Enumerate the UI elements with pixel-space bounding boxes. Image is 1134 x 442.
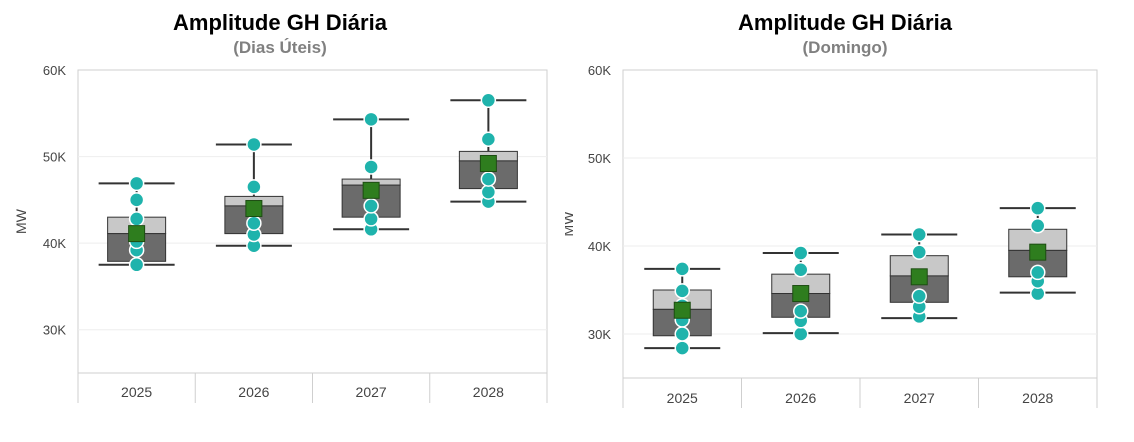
data-point bbox=[1030, 218, 1046, 234]
data-point bbox=[793, 326, 809, 342]
y-tick-label: 30K bbox=[43, 323, 66, 338]
mean-marker bbox=[128, 225, 146, 243]
x-tick-label: 2025 bbox=[667, 390, 698, 406]
data-point bbox=[793, 303, 809, 319]
data-point bbox=[480, 184, 497, 200]
data-point bbox=[246, 136, 262, 153]
mean-marker bbox=[673, 301, 691, 319]
box-2025 bbox=[644, 261, 721, 356]
y-tick-label: 40K bbox=[43, 236, 66, 251]
data-point bbox=[246, 179, 262, 195]
x-tick-label: 2028 bbox=[473, 384, 504, 400]
data-point bbox=[363, 211, 379, 227]
data-point bbox=[793, 262, 809, 278]
mean-marker bbox=[1029, 243, 1047, 261]
x-tick-label: 2026 bbox=[238, 384, 269, 400]
y-axis-label: MW bbox=[13, 208, 29, 234]
chart-subtitle: (Dias Úteis) bbox=[233, 38, 327, 57]
box-2026 bbox=[762, 245, 839, 342]
data-point bbox=[128, 211, 145, 227]
data-point bbox=[480, 131, 497, 148]
mean-marker bbox=[245, 200, 263, 218]
data-point bbox=[793, 245, 809, 261]
data-point bbox=[128, 257, 145, 273]
data-point bbox=[674, 326, 690, 342]
y-tick-label: 60K bbox=[588, 63, 611, 78]
data-point bbox=[128, 192, 145, 208]
data-point bbox=[674, 261, 690, 277]
chart-title: Amplitude GH Diária bbox=[173, 10, 387, 35]
box-2026 bbox=[215, 136, 292, 254]
x-tick-label: 2027 bbox=[904, 390, 935, 406]
y-tick-label: 50K bbox=[43, 150, 66, 165]
box-plot-dias-uteis: 30K 40K 50K 60K MW 2025 2026 2027 2028 bbox=[13, 63, 548, 403]
mean-marker bbox=[479, 154, 497, 172]
box-plot-domingo: 30K 40K 50K 60K MW 2025 2026 2027 2028 bbox=[565, 63, 1098, 408]
y-axis-label: MW bbox=[565, 211, 576, 237]
data-point bbox=[674, 340, 690, 356]
data-point bbox=[480, 92, 497, 109]
box-2025 bbox=[98, 175, 175, 273]
chart-subtitle: (Domingo) bbox=[802, 38, 888, 57]
chart-panel-dias-uteis: Amplitude GH Diária (Dias Úteis) 30K 40K 5… bbox=[0, 0, 560, 442]
data-point bbox=[674, 283, 690, 299]
data-point bbox=[246, 215, 262, 231]
mean-marker bbox=[910, 268, 928, 286]
y-tick-label: 50K bbox=[588, 151, 611, 166]
data-point bbox=[1030, 200, 1046, 216]
data-point bbox=[911, 226, 927, 243]
data-point bbox=[363, 159, 379, 175]
y-tick-label: 30K bbox=[588, 327, 611, 342]
box-2027 bbox=[333, 111, 410, 238]
box-2028 bbox=[450, 92, 527, 210]
data-point bbox=[1030, 264, 1046, 281]
data-point bbox=[363, 198, 379, 214]
data-point bbox=[911, 244, 927, 260]
chart-title: Amplitude GH Diária bbox=[738, 10, 952, 35]
box-2027 bbox=[881, 226, 958, 325]
x-tick-label: 2026 bbox=[785, 390, 816, 406]
chart-panel-domingo: Amplitude GH Diária (Domingo) 30K 40K 50K 6… bbox=[565, 0, 1125, 442]
mean-marker bbox=[792, 285, 810, 303]
x-tick-label: 2028 bbox=[1022, 390, 1053, 406]
data-point bbox=[128, 175, 145, 192]
x-tick-label: 2025 bbox=[121, 384, 152, 400]
data-point bbox=[480, 171, 497, 187]
x-tick-label: 2027 bbox=[356, 384, 387, 400]
box-2028 bbox=[999, 200, 1076, 302]
y-tick-label: 40K bbox=[588, 239, 611, 254]
mean-marker bbox=[362, 181, 380, 199]
data-point bbox=[911, 288, 927, 304]
data-point bbox=[363, 111, 379, 128]
y-tick-label: 60K bbox=[43, 63, 66, 78]
